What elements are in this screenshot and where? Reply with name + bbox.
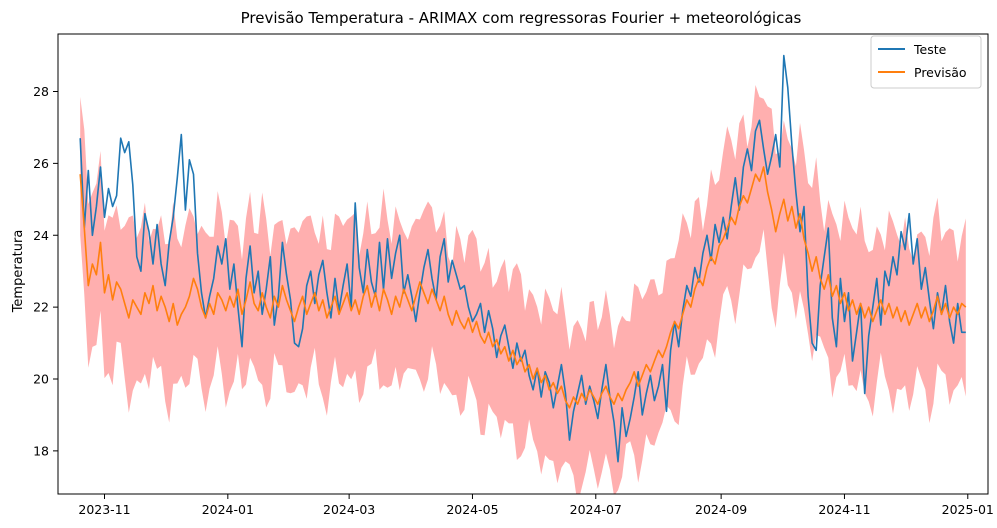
- confidence-band: [80, 85, 966, 494]
- x-tick-label: 2024-09: [695, 502, 747, 517]
- x-tick-label: 2025-01: [942, 502, 994, 517]
- x-tick-label: 2024-05: [446, 502, 498, 517]
- y-tick-label: 20: [33, 372, 49, 387]
- x-tick-label: 2024-01: [202, 502, 254, 517]
- x-tick-label: 2024-03: [323, 502, 375, 517]
- legend-label-previsao: Previsão: [914, 65, 967, 80]
- legend-label-teste: Teste: [913, 42, 947, 57]
- legend: Teste Previsão: [870, 35, 982, 89]
- plot-area: 2023-11 2024-01 2024-03 2024-05 2024-07 2024-…: [33, 33, 994, 517]
- x-tick-label: 2024-11: [818, 502, 870, 517]
- series-line-teste: [79, 54, 966, 463]
- y-tick-label: 18: [33, 443, 49, 458]
- y-tick-label: 28: [33, 84, 49, 99]
- x-tick-label: 2024-07: [570, 502, 622, 517]
- y-tick-label: 26: [33, 156, 49, 171]
- y-axis-label: Temperatura: [11, 230, 26, 314]
- x-tick-label: 2023-11: [78, 502, 130, 517]
- y-tick-label: 24: [33, 228, 49, 243]
- axes-frame: [57, 33, 989, 495]
- chart-title: Previsão Temperatura - ARIMAX com regres…: [241, 9, 802, 27]
- y-tick-label: 22: [33, 300, 49, 315]
- series-line-previsao: [79, 166, 967, 409]
